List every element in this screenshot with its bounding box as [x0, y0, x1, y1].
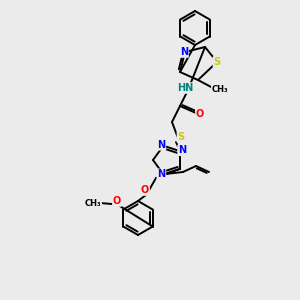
Text: O: O	[196, 109, 204, 119]
Text: HN: HN	[177, 83, 193, 93]
Text: O: O	[113, 196, 121, 206]
Text: N: N	[178, 145, 186, 155]
Text: N: N	[180, 47, 188, 57]
Text: O: O	[141, 185, 149, 195]
Text: S: S	[213, 57, 220, 67]
Text: CH₃: CH₃	[85, 199, 101, 208]
Text: N: N	[157, 140, 165, 150]
Text: S: S	[177, 132, 184, 142]
Text: CH₃: CH₃	[212, 85, 228, 94]
Text: N: N	[157, 169, 165, 179]
